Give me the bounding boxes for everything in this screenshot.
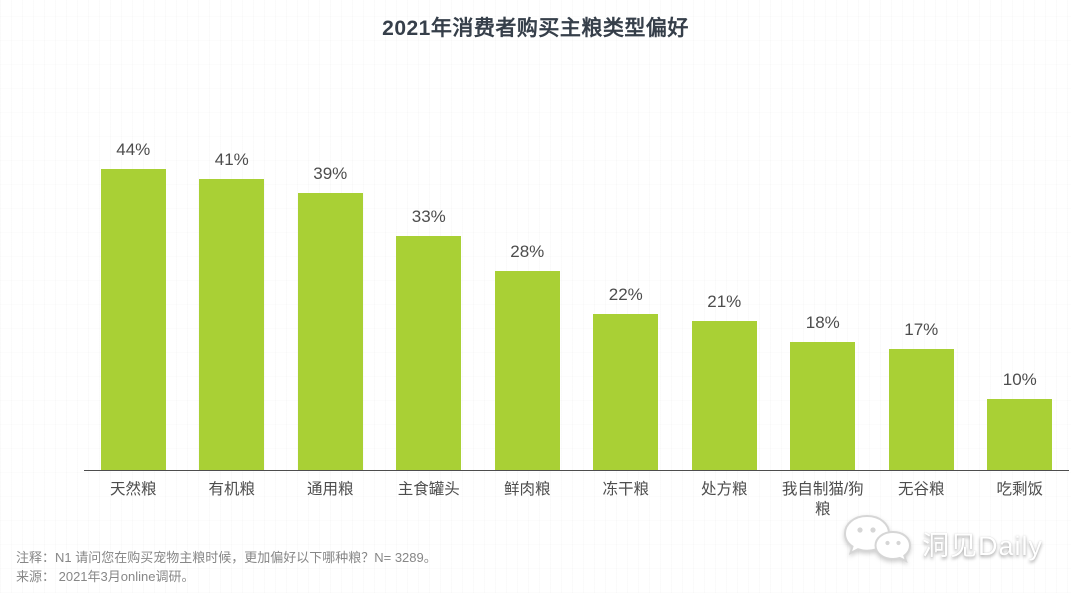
bar bbox=[100, 169, 166, 470]
category-label: 通用粮 bbox=[306, 481, 354, 498]
category-label: 我自制猫/狗粮 bbox=[781, 481, 864, 519]
watermark: 洞见Daily bbox=[842, 512, 1043, 575]
bar-value-label: 41% bbox=[214, 149, 249, 169]
category-label: 主食罐头 bbox=[397, 481, 460, 498]
bar-value-label: 17% bbox=[904, 320, 939, 340]
plot-area: 44% 41% 39% 33% 28% 22% 21% 18% 17% 10% bbox=[84, 140, 1069, 471]
bar bbox=[691, 320, 757, 470]
bar-column: 39% bbox=[281, 140, 380, 470]
category-label: 鲜肉粮 bbox=[503, 481, 551, 498]
bar bbox=[888, 349, 954, 470]
bar bbox=[987, 399, 1053, 470]
bar-column: 22% bbox=[577, 140, 676, 470]
bar-value-label: 22% bbox=[608, 284, 643, 304]
bar-column: 28% bbox=[478, 140, 577, 470]
bar bbox=[494, 271, 560, 470]
bar-column: 21% bbox=[675, 140, 774, 470]
category-label: 吃剩饭 bbox=[996, 481, 1043, 498]
bar-column: 41% bbox=[183, 140, 282, 470]
bar-column: 33% bbox=[380, 140, 479, 470]
footnote: 注释：N1 请问您在购买宠物主粮时候，更加偏好以下哪种粮？N= 3289。 来源… bbox=[16, 549, 437, 587]
bar-value-label: 39% bbox=[313, 164, 348, 184]
category-label: 有机粮 bbox=[208, 481, 255, 498]
wechat-icon bbox=[842, 512, 912, 575]
category-label: 无谷粮 bbox=[897, 481, 945, 498]
bar bbox=[593, 313, 659, 470]
category-labels: 天然粮 有机粮 通用粮 主食罐头 鲜肉粮 冻干粮 处方粮 我自制猫/狗粮 无谷粮 吃剩饭 bbox=[84, 480, 1069, 520]
bar-value-label: 44% bbox=[116, 140, 151, 159]
bar-column: 10% bbox=[971, 140, 1070, 470]
footnote-source: 来源： 2021年3月online调研。 bbox=[16, 569, 195, 585]
category-label: 冻干粮 bbox=[602, 481, 649, 498]
footnote-note: 注释：N1 请问您在购买宠物主粮时候，更加偏好以下哪种粮？N= 3289。 bbox=[16, 550, 437, 566]
bar-value-label: 21% bbox=[707, 291, 742, 311]
watermark-text: 洞见Daily bbox=[921, 531, 1043, 561]
bar-value-label: 28% bbox=[510, 242, 545, 262]
bar-column: 44% bbox=[84, 140, 183, 470]
bar-value-label: 18% bbox=[805, 313, 840, 333]
bar-column: 18% bbox=[774, 140, 873, 470]
bar bbox=[396, 235, 462, 470]
bar bbox=[199, 178, 265, 470]
bar-value-label: 33% bbox=[411, 206, 446, 226]
bar-column: 17% bbox=[872, 140, 971, 470]
chart-title: 2021年消费者购买主粮类型偏好 bbox=[382, 17, 689, 40]
bar bbox=[297, 193, 363, 470]
bar bbox=[790, 342, 856, 470]
category-label: 天然粮 bbox=[109, 481, 157, 498]
bar-value-label: 10% bbox=[1002, 370, 1037, 389]
category-label: 处方粮 bbox=[700, 481, 748, 498]
